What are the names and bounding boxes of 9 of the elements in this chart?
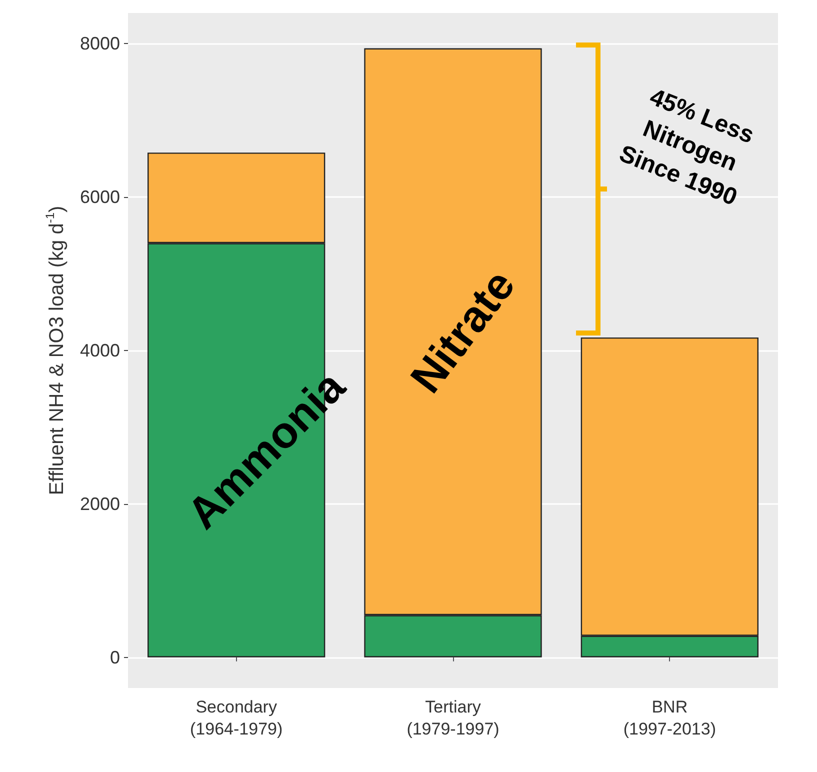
- x-tick-label: Tertiary (1979-1997): [406, 698, 500, 738]
- x-tick-label: BNR (1997-2013): [623, 698, 716, 738]
- y-tick-label: 2000: [80, 494, 120, 514]
- y-tick-label: 0: [110, 647, 120, 668]
- y-tick-label: 4000: [80, 340, 120, 360]
- y-tick-label: 8000: [80, 34, 120, 54]
- y-axis-title: Effluent NH4 & NO3 load (kg d-1): [43, 206, 68, 496]
- y-tick-label: 6000: [80, 187, 120, 208]
- x-tick-label: Secondary (1964-1979): [190, 698, 283, 738]
